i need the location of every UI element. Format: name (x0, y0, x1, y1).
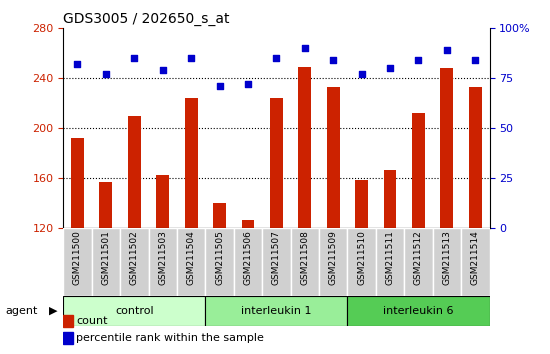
Bar (128, 116, 141, 228)
Bar (92, 228, 120, 296)
Text: control: control (115, 306, 153, 316)
Bar (213, 203, 226, 228)
Text: GSM211513: GSM211513 (442, 230, 452, 285)
Bar (270, 98, 283, 228)
Text: percentile rank within the sample: percentile rank within the sample (76, 333, 264, 343)
Point (130, 56, 139, 61)
Point (358, 72, 366, 77)
Text: GSM211508: GSM211508 (300, 230, 309, 285)
Bar (384, 170, 397, 228)
Text: GSM211509: GSM211509 (329, 230, 338, 285)
Bar (262, 228, 290, 296)
Text: GSM211500: GSM211500 (73, 230, 82, 285)
Point (215, 84, 224, 89)
Text: GSM211506: GSM211506 (244, 230, 252, 285)
Text: GSM211507: GSM211507 (272, 230, 281, 285)
Bar (327, 87, 339, 228)
Bar (241, 219, 254, 228)
Text: GSM211504: GSM211504 (186, 230, 196, 285)
Text: GSM211502: GSM211502 (130, 230, 139, 285)
Text: GSM211514: GSM211514 (471, 230, 480, 285)
Bar (156, 175, 169, 228)
Bar (63, 332, 73, 344)
Point (414, 57, 423, 63)
Point (244, 81, 252, 87)
Text: agent: agent (6, 306, 38, 316)
Bar (148, 228, 177, 296)
Bar (319, 228, 348, 296)
Text: GSM211511: GSM211511 (386, 230, 394, 285)
Bar (120, 228, 148, 296)
Bar (205, 228, 234, 296)
Bar (348, 228, 376, 296)
Point (329, 57, 338, 63)
Bar (205, 296, 348, 326)
Point (101, 72, 110, 77)
Bar (469, 87, 482, 228)
Point (442, 47, 451, 53)
Text: GSM211510: GSM211510 (357, 230, 366, 285)
Bar (404, 228, 433, 296)
Bar (355, 179, 368, 228)
Text: GDS3005 / 202650_s_at: GDS3005 / 202650_s_at (63, 12, 230, 26)
Bar (348, 296, 490, 326)
Bar (63, 228, 92, 296)
Text: interleukin 1: interleukin 1 (241, 306, 312, 316)
Text: interleukin 6: interleukin 6 (383, 306, 454, 316)
Text: ▶: ▶ (50, 306, 58, 316)
Text: count: count (76, 316, 108, 326)
Bar (412, 113, 425, 228)
Bar (290, 228, 319, 296)
Point (471, 57, 480, 63)
Bar (234, 228, 262, 296)
Point (73, 62, 82, 67)
Text: GSM211503: GSM211503 (158, 230, 167, 285)
Point (158, 68, 167, 73)
Bar (299, 67, 311, 228)
Point (186, 56, 196, 61)
Bar (63, 315, 73, 327)
Text: GSM211501: GSM211501 (101, 230, 111, 285)
Bar (376, 228, 404, 296)
Point (300, 46, 309, 51)
Bar (441, 68, 453, 228)
Bar (185, 98, 197, 228)
Bar (433, 228, 461, 296)
Text: GSM211512: GSM211512 (414, 230, 423, 285)
Bar (177, 228, 205, 296)
Point (272, 56, 280, 61)
Text: GSM211505: GSM211505 (215, 230, 224, 285)
Bar (71, 138, 84, 228)
Bar (63, 296, 205, 326)
Bar (100, 182, 112, 228)
Bar (461, 228, 490, 296)
Point (386, 65, 394, 71)
